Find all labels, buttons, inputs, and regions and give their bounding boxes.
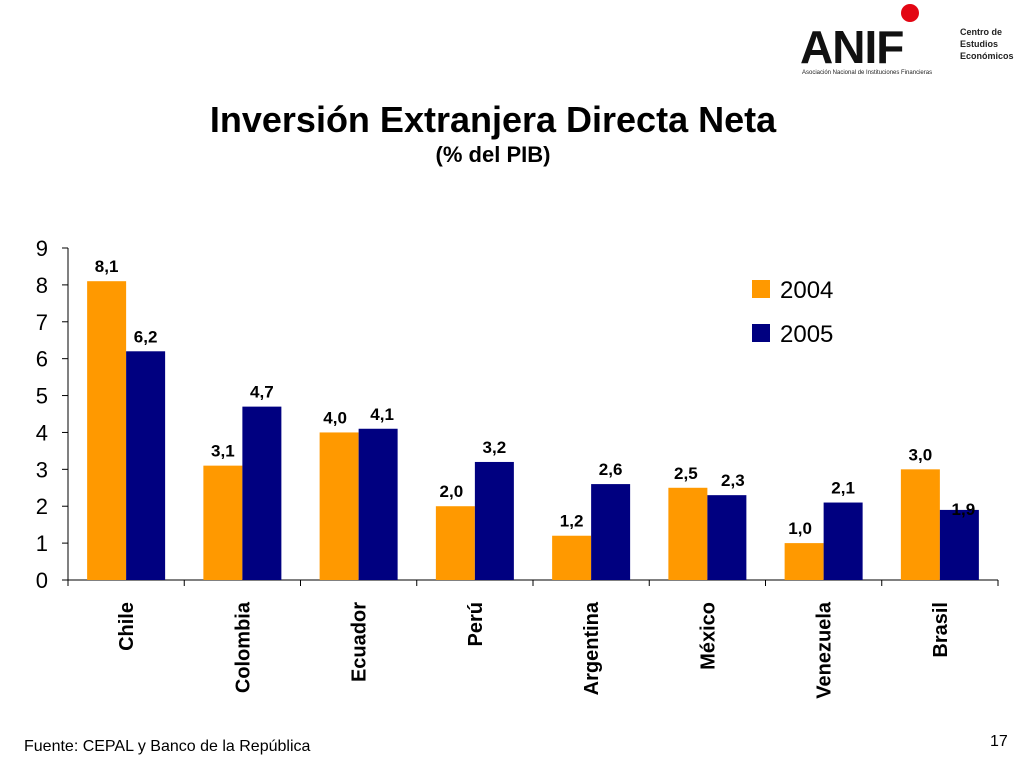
- y-tick-label: 7: [36, 310, 48, 335]
- y-tick-label: 1: [36, 531, 48, 556]
- data-label: 3,1: [211, 442, 235, 461]
- data-label: 3,0: [909, 445, 933, 464]
- data-label: 1,0: [788, 519, 812, 538]
- bar-2005: [591, 484, 631, 580]
- data-label: 2,0: [440, 482, 464, 501]
- logo-side-line: Centro de: [960, 27, 1003, 37]
- chart-subtitle: (% del PIB): [435, 142, 551, 167]
- logo-side-line: Estudios: [960, 39, 999, 49]
- logo-subtext: Asociación Nacional de Instituciones Fin…: [802, 70, 933, 76]
- bar-2005: [474, 461, 514, 580]
- category-label: Perú: [465, 602, 487, 646]
- bar-2004: [203, 465, 243, 580]
- logo-red-dot: [901, 4, 919, 22]
- chart-title: Inversión Extranjera Directa Neta: [209, 99, 777, 140]
- logo-wordmark: ANIF: [800, 21, 904, 73]
- data-label: 4,1: [370, 405, 394, 424]
- category-label: Argentina: [581, 601, 603, 695]
- data-label: 1,9: [952, 500, 976, 519]
- data-label: 6,2: [134, 327, 158, 346]
- bar-2005: [939, 509, 979, 580]
- y-tick-label: 8: [36, 273, 48, 298]
- source-note: Fuente: CEPAL y Banco de la República: [24, 738, 311, 755]
- y-tick-label: 5: [36, 384, 48, 409]
- y-tick-label: 2: [36, 494, 48, 519]
- bar-2005: [126, 351, 166, 580]
- y-tick-label: 6: [36, 347, 48, 372]
- category-label: Colombia: [232, 601, 254, 693]
- y-tick-label: 9: [36, 236, 48, 261]
- category-label: Brasil: [930, 602, 952, 658]
- bar-2004: [435, 506, 475, 580]
- logo-side-line: Económicos: [960, 51, 1014, 61]
- y-tick-label: 0: [36, 568, 48, 593]
- bar-2005: [242, 406, 282, 580]
- y-tick-label: 4: [36, 420, 48, 445]
- data-label: 8,1: [95, 257, 119, 276]
- data-label: 4,7: [250, 383, 274, 402]
- bar-2004: [87, 281, 127, 580]
- category-label: Ecuador: [349, 602, 371, 682]
- bar-2005: [823, 502, 863, 580]
- bar-chart: 0 1 2 3 4 5 6 7 8 9 8,1 6,2 Chile 3,1 4,7 Colombia 4,0 4,…: [36, 236, 999, 699]
- anif-logo: ANIF Centro de Estudios Económicos Asoci…: [796, 4, 1022, 84]
- category-label: Venezuela: [814, 601, 836, 699]
- bar-2004: [668, 487, 708, 580]
- data-label: 2,5: [674, 464, 698, 483]
- bar-2005: [707, 495, 747, 580]
- bar-2004: [784, 543, 824, 580]
- bar-2004: [552, 535, 592, 580]
- page-number: 17: [990, 733, 1008, 750]
- category-label: México: [697, 602, 719, 670]
- bar-2004: [900, 469, 940, 580]
- data-label: 4,0: [323, 408, 347, 427]
- data-label: 2,1: [831, 479, 855, 498]
- y-tick-label: 3: [36, 457, 48, 482]
- legend-swatch-2005: [752, 324, 770, 342]
- bar-2005: [358, 428, 398, 580]
- legend-label: 2004: [780, 277, 833, 304]
- category-label: Chile: [116, 602, 138, 651]
- bar-2004: [319, 432, 359, 580]
- data-label: 2,6: [599, 460, 623, 479]
- logo-side-text: Centro de Estudios Económicos: [960, 26, 1022, 62]
- data-label: 2,3: [721, 471, 745, 490]
- data-label: 1,2: [560, 512, 584, 531]
- data-label: 3,2: [483, 438, 507, 457]
- legend-label: 2005: [780, 321, 833, 348]
- legend-swatch-2004: [752, 280, 770, 298]
